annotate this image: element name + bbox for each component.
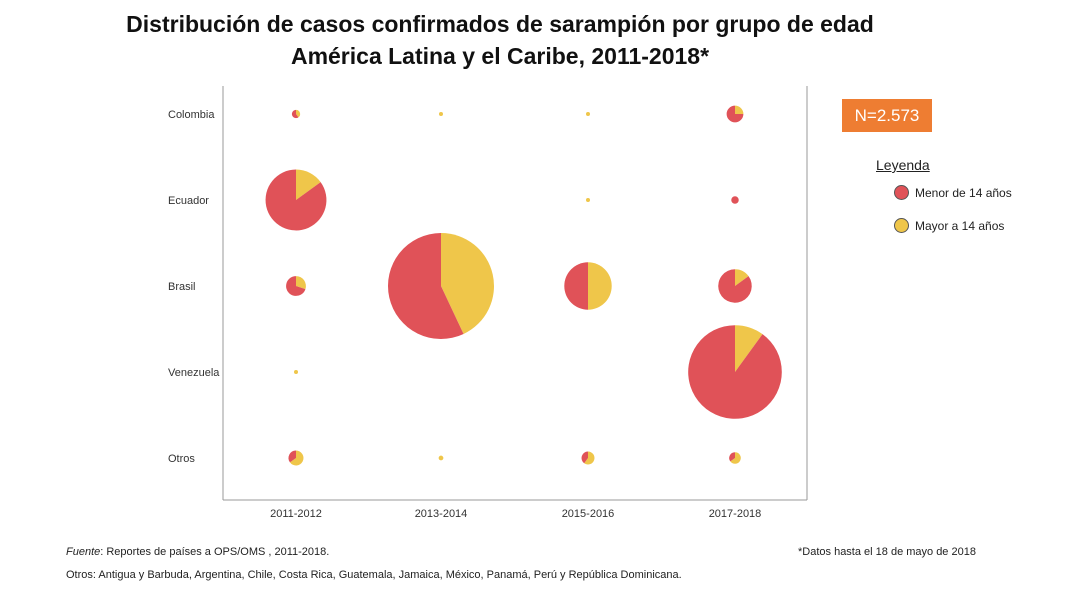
x-tick-label: 2013-2014 [415,508,468,520]
bubble-slice-menor [564,262,588,310]
bubble-slice-mayor [294,370,298,374]
bubble-slice-mayor [289,450,304,466]
bubble-slice-mayor [438,455,444,461]
bubble-slice-menor [726,105,744,123]
bubble-slice-mayor [735,269,749,286]
x-tick-label: 2015-2016 [562,508,615,520]
chart-title-line1: Distribución de casos confirmados de sar… [126,11,874,37]
chart-title: Distribución de casos confirmados de sar… [0,8,1000,72]
bubble-slice-mayor [588,262,612,310]
bubble-slice-menor [688,325,782,419]
bubble-slice-mayor [735,325,763,372]
bubble-slice-mayor [439,112,443,116]
footer-source-label: Fuente [66,546,101,558]
bubble-slice-mayor [584,451,595,465]
legend-item-menor: Menor de 14 años [894,185,1012,200]
y-tick-label: Colombia [168,109,215,121]
legend-label-mayor: Mayor a 14 años [915,218,1005,233]
bubble-slice-mayor [735,105,744,114]
bubble-slice-menor [291,109,299,119]
bubble-slice-menor [729,452,735,462]
bubble-slice-menor [388,233,464,340]
bubble-slice-mayor [296,109,301,118]
footer-source: Fuente: Reportes de países a OPS/OMS , 2… [66,546,329,558]
y-tick-label: Venezuela [168,367,220,379]
y-tick-label: Brasil [168,281,196,293]
n-total-badge: N=2.573 [842,99,932,132]
legend-swatch-mayor [894,218,909,233]
bubble-slice-mayor [586,198,590,202]
bubble-slice-mayor [296,169,321,200]
bubble-slice-mayor [730,452,741,464]
bubble-slice-menor [581,451,588,464]
bubble-slice-menor [288,450,296,463]
bubble-slice-menor [718,269,752,303]
y-tick-label: Otros [168,453,195,465]
footer-source-text: : Reportes de países a OPS/OMS , 2011-20… [100,546,330,558]
y-tick-label: Ecuador [168,195,209,207]
legend-label-menor: Menor de 14 años [915,185,1012,200]
legend-swatch-menor [894,185,909,200]
bubble-slice-mayor [441,233,494,334]
bubble-slice-mayor [586,112,590,116]
legend-title: Leyenda [876,157,930,173]
bubble-slice-mayor [296,276,306,290]
chart-subtitle: América Latina y el Caribe, 2011-2018* [290,43,710,69]
bubble-slice-menor [286,276,306,296]
bubble-slice-menor [265,169,327,231]
legend-item-mayor: Mayor a 14 años [894,218,1004,233]
footer-otros: Otros: Antigua y Barbuda, Argentina, Chi… [66,569,682,581]
bubble-slice-menor [731,196,739,204]
x-tick-label: 2017-2018 [709,508,762,520]
x-tick-label: 2011-2012 [270,508,322,520]
footer-note: *Datos hasta el 18 de mayo de 2018 [798,546,976,558]
